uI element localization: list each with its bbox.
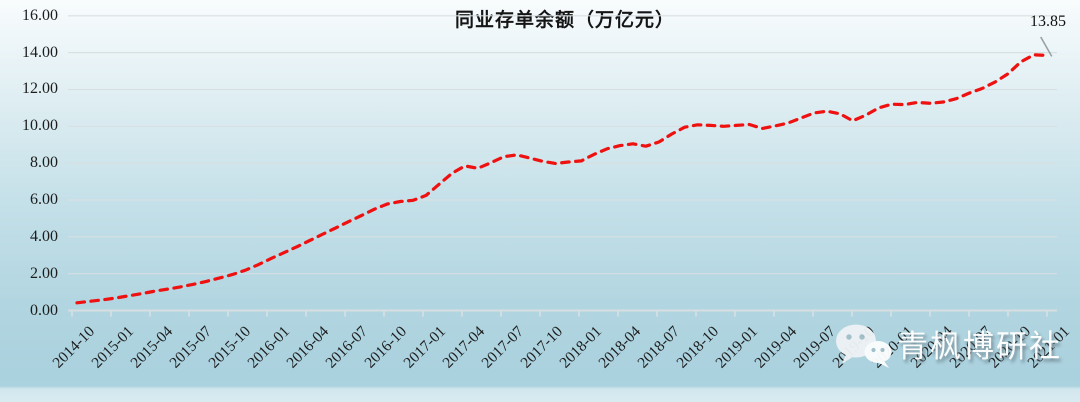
y-axis-label: 12.00 bbox=[22, 80, 58, 98]
wechat-icon bbox=[836, 324, 892, 368]
series-line bbox=[75, 53, 1049, 305]
y-axis-label: 6.00 bbox=[30, 190, 58, 208]
y-axis-label: 10.00 bbox=[22, 117, 58, 135]
y-axis-label: 4.00 bbox=[30, 227, 58, 245]
y-axis-label: 16.00 bbox=[22, 6, 58, 24]
y-axis-label: 8.00 bbox=[30, 154, 58, 172]
leader-line bbox=[1040, 36, 1053, 57]
watermark-text: 青枫博研社 bbox=[897, 329, 1062, 364]
y-axis-label: 0.00 bbox=[30, 301, 58, 319]
y-axis-label: 2.00 bbox=[30, 264, 58, 282]
last-value-label: 13.85 bbox=[1030, 13, 1066, 30]
y-axis-label: 14.00 bbox=[22, 43, 58, 61]
watermark: 青枫博研社 bbox=[834, 320, 1062, 374]
